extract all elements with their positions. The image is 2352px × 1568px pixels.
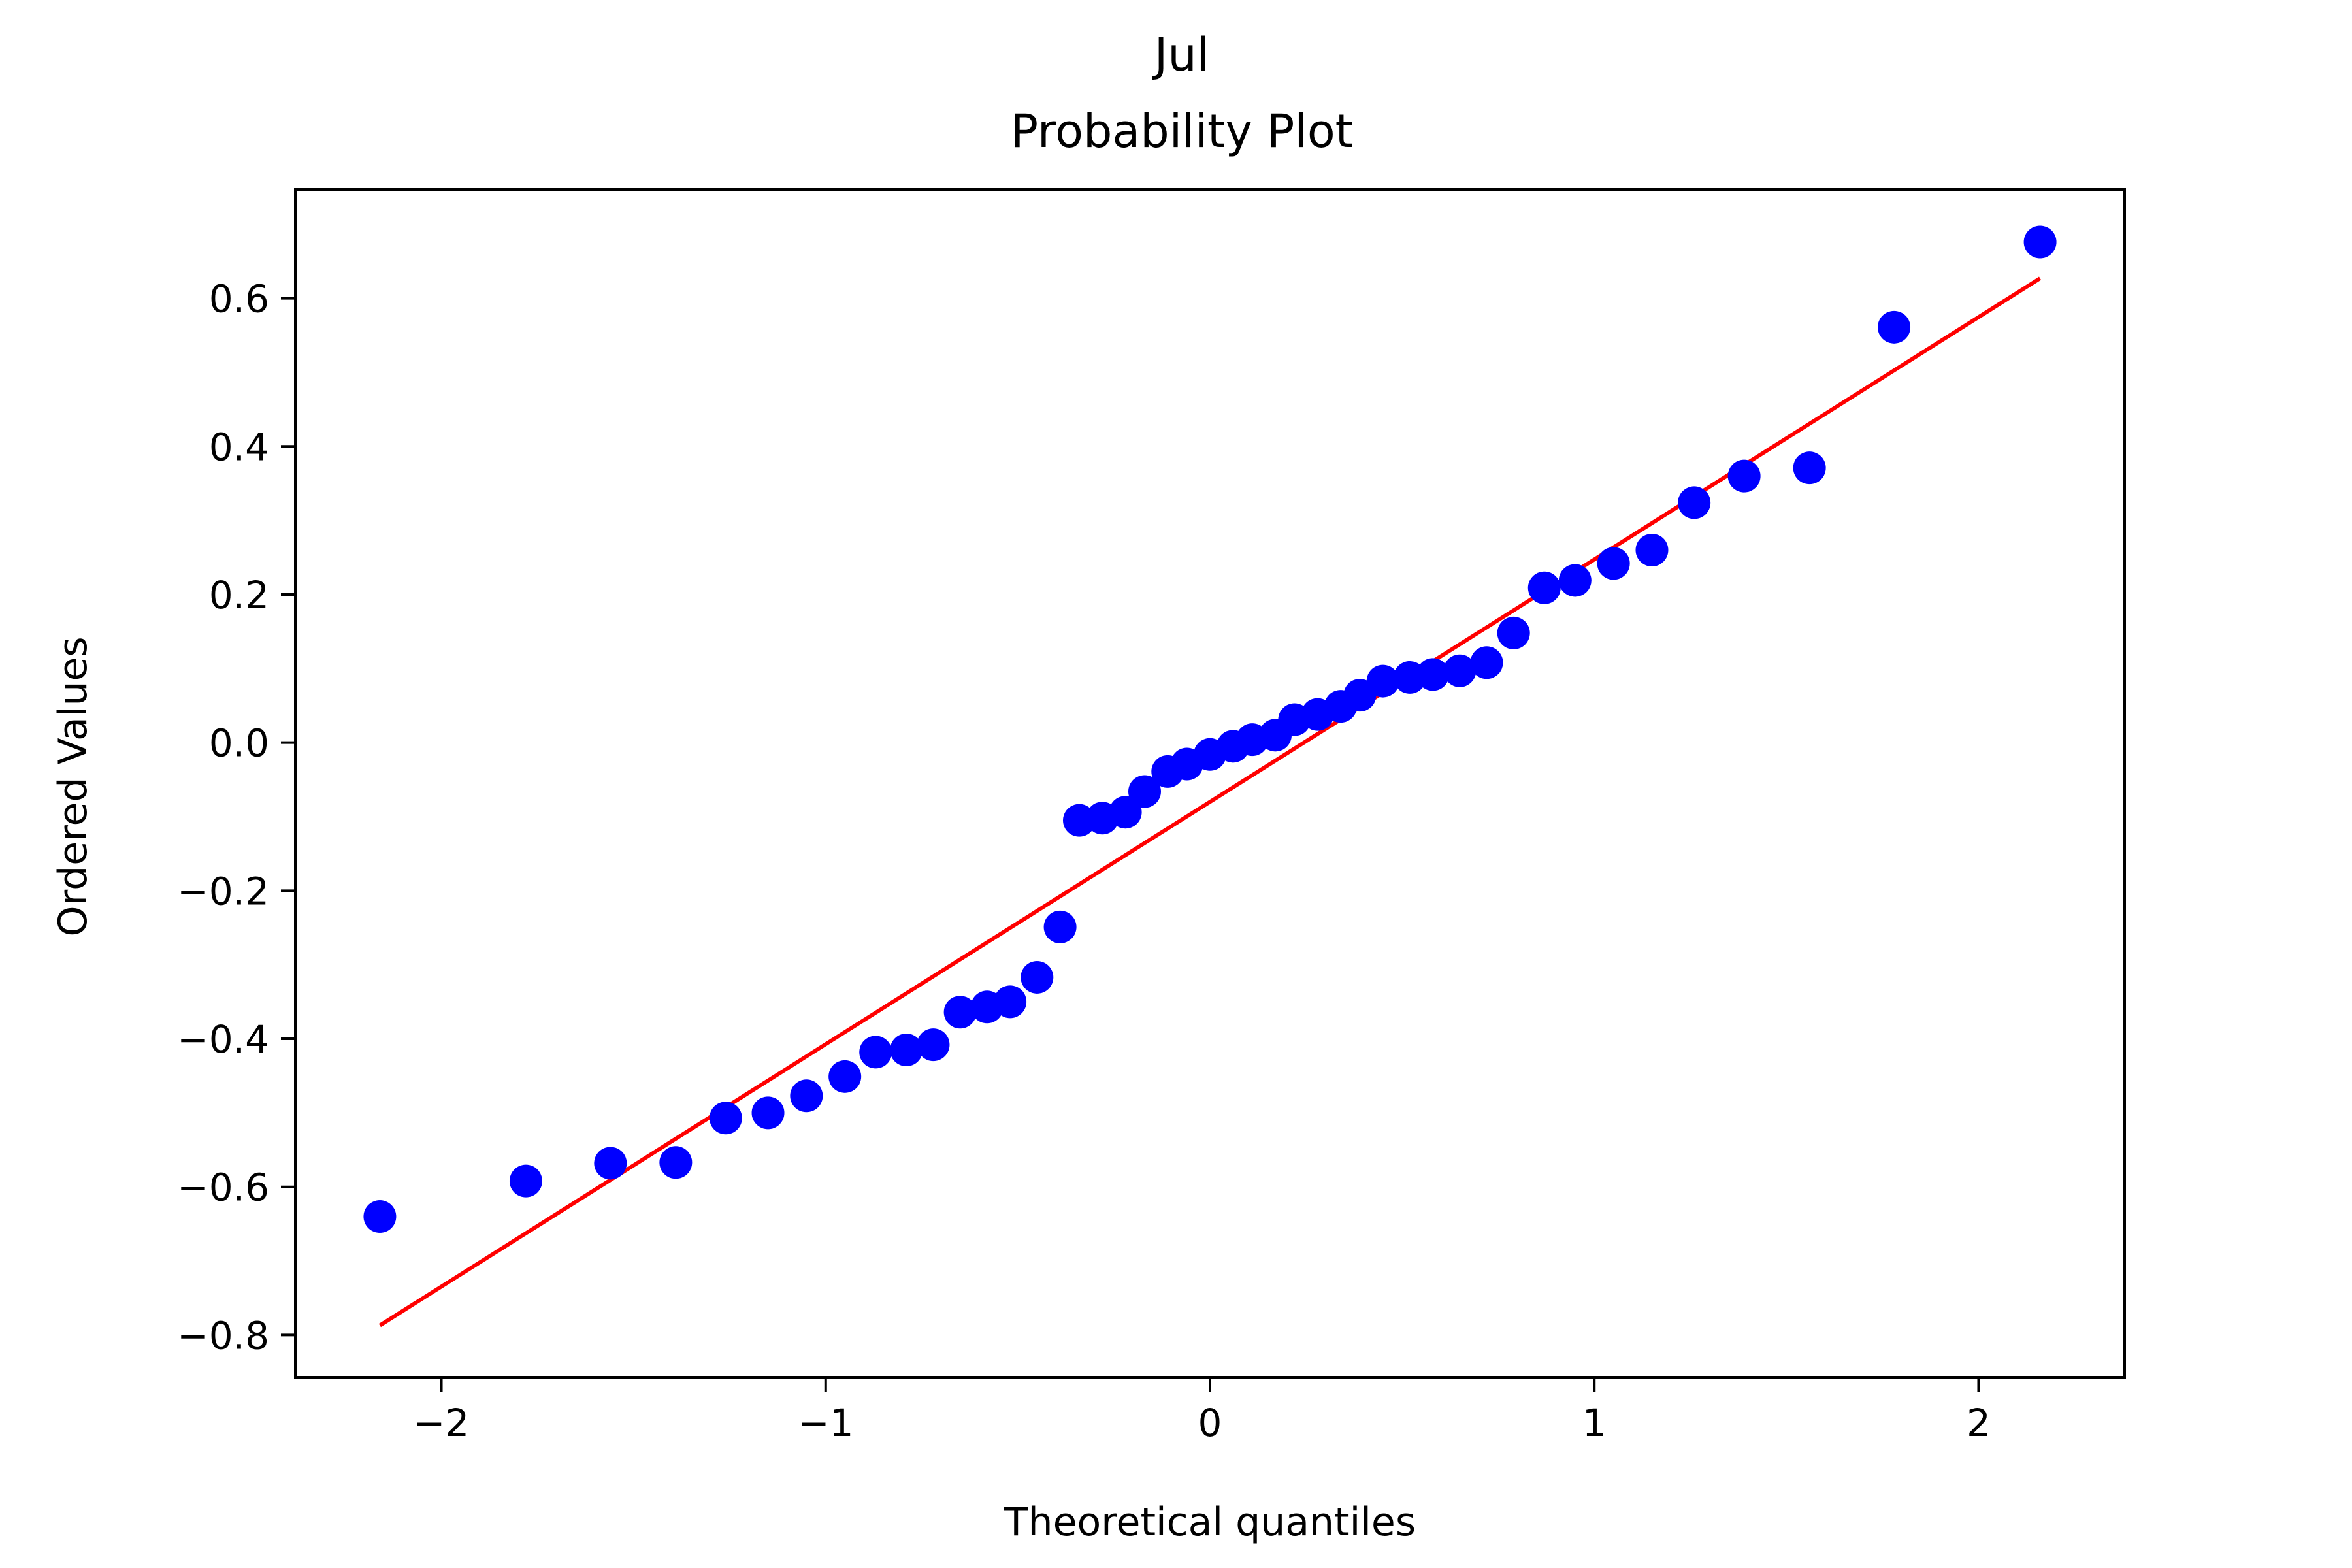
data-point (1109, 796, 1142, 829)
data-point (709, 1102, 742, 1135)
plot-frame (294, 188, 2126, 1379)
fit-line (378, 276, 2042, 1328)
x-tick-label: 0 (1198, 1401, 1222, 1445)
x-axis-label: Theoretical quantiles (1004, 1499, 1416, 1545)
data-point (1527, 571, 1561, 604)
y-tick-label: 0.6 (209, 277, 269, 321)
data-point (828, 1060, 862, 1093)
data-point (1416, 658, 1450, 691)
data-point (859, 1036, 892, 1069)
data-point (1128, 775, 1161, 808)
chart-title: Jul (1152, 28, 1209, 82)
data-point (1470, 646, 1503, 679)
data-point (890, 1034, 923, 1067)
chart-subtitle: Probability Plot (1011, 105, 1353, 158)
data-points (363, 225, 2057, 1233)
data-point (659, 1146, 693, 1179)
data-point (1597, 547, 1630, 580)
x-tick-label: 2 (1967, 1401, 1991, 1445)
data-point (1497, 616, 1530, 649)
y-tick-label: −0.6 (177, 1166, 269, 1210)
y-tick-label: 0.4 (209, 425, 269, 469)
y-axis-label: Ordered Values (50, 636, 96, 936)
y-tick-label: 0.2 (209, 573, 269, 617)
y-tick-label: −0.8 (177, 1313, 269, 1358)
data-point (1878, 310, 1911, 344)
data-point (751, 1096, 785, 1130)
data-point (1043, 910, 1077, 943)
y-tick-label: 0.0 (209, 721, 269, 766)
data-point (1793, 451, 1826, 485)
x-tick-label: 1 (1582, 1401, 1607, 1445)
data-point (1678, 486, 1711, 519)
data-point (917, 1028, 950, 1062)
data-point (1366, 664, 1399, 698)
y-tick-label: −0.2 (177, 869, 269, 913)
data-point (790, 1079, 823, 1113)
y-axis-ticks: −0.8 −0.6 −0.4 −0.2 0.0 0.2 0.4 0.6 (177, 277, 295, 1358)
data-point (1021, 960, 1054, 994)
data-point (994, 985, 1027, 1019)
x-axis-ticks: −2 −1 0 1 2 (414, 1377, 1991, 1445)
data-point (594, 1147, 627, 1180)
data-point (363, 1200, 397, 1233)
data-point (1635, 533, 1669, 566)
data-point (943, 996, 977, 1029)
data-point (1443, 654, 1477, 687)
x-tick-label: −1 (798, 1401, 854, 1445)
x-tick-label: −2 (414, 1401, 470, 1445)
data-point (1727, 459, 1761, 493)
y-tick-label: −0.4 (177, 1017, 269, 1062)
data-point (1558, 564, 1592, 597)
data-point (2023, 225, 2057, 259)
data-point (509, 1164, 542, 1198)
